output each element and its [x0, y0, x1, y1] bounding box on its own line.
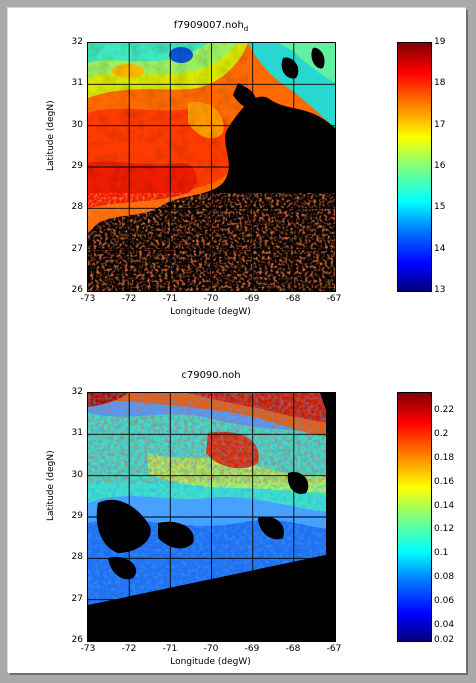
panel-title: c79090.noh — [88, 370, 334, 381]
x-tick-label: -69 — [244, 294, 260, 304]
y-tick-label: 31 — [71, 78, 83, 88]
y-tick-label: 32 — [71, 37, 83, 47]
x-tick-label: -71 — [162, 644, 178, 654]
y-axis-label: Latitude (degN) — [46, 450, 56, 521]
colorbar-tick-label: 0.06 — [434, 596, 455, 606]
colorbar-tick-label: 13 — [434, 285, 446, 295]
colorbar-tick-label: 18 — [434, 78, 446, 88]
y-tick-label: 26 — [71, 635, 83, 645]
y-tick-label: 29 — [71, 161, 83, 171]
x-axis-label: Longitude (degW) — [170, 307, 251, 317]
y-tick-label: 27 — [71, 244, 83, 254]
colorbar-tick-label: 0.12 — [434, 524, 455, 534]
colorbar-tick-label: 19 — [434, 37, 446, 47]
colorbar-tick-label: 15 — [434, 202, 446, 212]
panel-title-text: f7909007.noh — [173, 20, 244, 31]
x-tick-label: -69 — [244, 644, 260, 654]
x-axis-label: Longitude (degW) — [170, 657, 251, 667]
y-tick-label: 28 — [71, 202, 83, 212]
colorbar-tick-label: 14 — [434, 244, 446, 254]
x-tick-label: -72 — [121, 294, 137, 304]
y-tick-label: 30 — [71, 120, 83, 130]
colorbar-tick-label: 17 — [434, 120, 446, 130]
colorbar — [397, 392, 432, 642]
panel-title-subscript: d — [243, 25, 249, 33]
x-tick-label: -67 — [326, 294, 342, 304]
x-tick-label: -71 — [162, 294, 178, 304]
chlorophyll-map — [87, 392, 336, 642]
y-tick-label: 30 — [71, 470, 83, 480]
panel-title: f7909007.nohd — [88, 20, 334, 33]
chlorophyll-panel: c79090.noh — [8, 358, 466, 678]
colorbar-tick-label: 16 — [434, 161, 446, 171]
x-tick-label: -73 — [80, 644, 96, 654]
x-tick-label: -72 — [121, 644, 137, 654]
y-tick-label: 27 — [71, 594, 83, 604]
colorbar-tick-label: 0.18 — [434, 453, 455, 463]
figure-window: f7909007.nohd — [8, 8, 466, 673]
colorbar-tick-label: 0.16 — [434, 477, 455, 487]
colorbar-tick-label: 0.08 — [434, 572, 455, 582]
y-tick-label: 31 — [71, 428, 83, 438]
colorbar-tick-label: 0.1 — [434, 548, 449, 558]
x-tick-label: -68 — [285, 294, 301, 304]
x-tick-label: -73 — [80, 294, 96, 304]
sst-panel: f7909007.nohd — [8, 8, 466, 328]
panel-title-text: c79090.noh — [181, 370, 241, 381]
colorbar-tick-label: 0.22 — [434, 405, 455, 415]
colorbar — [397, 42, 432, 292]
colorbar-tick-label: 0.14 — [434, 501, 455, 511]
x-tick-label: -67 — [326, 644, 342, 654]
sst-map — [87, 42, 336, 292]
colorbar-tick-label: 0.04 — [434, 620, 455, 630]
y-tick-label: 28 — [71, 552, 83, 562]
colorbar-tick-label: 0.2 — [434, 429, 449, 439]
x-tick-label: -70 — [203, 644, 219, 654]
y-tick-label: 26 — [71, 285, 83, 295]
y-axis-label: Latitude (degN) — [46, 100, 56, 171]
x-tick-label: -68 — [285, 644, 301, 654]
y-tick-label: 29 — [71, 511, 83, 521]
colorbar-tick-label: 0.02 — [434, 635, 455, 645]
x-tick-label: -70 — [203, 294, 219, 304]
y-tick-label: 32 — [71, 387, 83, 397]
